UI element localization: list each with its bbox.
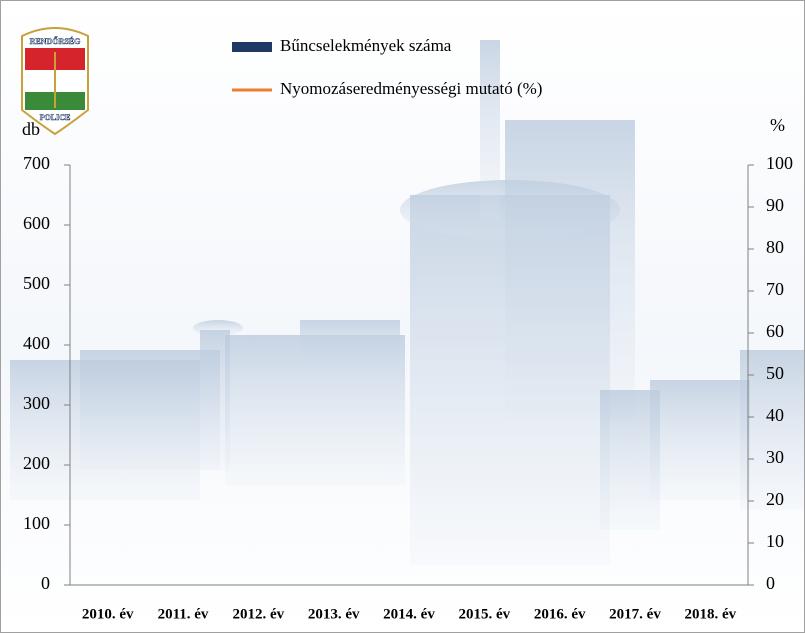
y2-axis-label: %	[770, 115, 785, 135]
y2-tick-label: 90	[766, 195, 784, 215]
y-tick-label: 400	[23, 333, 50, 353]
x-tick-label: 2014. év	[383, 606, 435, 622]
y2-tick-label: 50	[766, 363, 784, 383]
x-tick-label: 2013. év	[308, 606, 360, 622]
y2-tick-label: 20	[766, 489, 784, 509]
logo-bottom: POLICE	[40, 113, 71, 122]
y2-tick-label: 70	[766, 279, 784, 299]
y2-tick-label: 0	[766, 573, 775, 593]
x-tick-label: 2011. év	[158, 606, 209, 622]
legend-swatch	[232, 42, 272, 52]
y-tick-label: 500	[23, 273, 50, 293]
x-tick-label: 2016. év	[534, 606, 586, 622]
y-tick-label: 600	[23, 213, 50, 233]
legend-label: Nyomozáseredményességi mutató (%)	[280, 79, 542, 98]
y2-tick-label: 30	[766, 447, 784, 467]
y2-tick-label: 10	[766, 531, 784, 551]
y-axis-label: db	[22, 119, 40, 139]
x-tick-label: 2010. év	[82, 606, 134, 622]
y-tick-label: 200	[23, 453, 50, 473]
background-photo	[10, 40, 804, 565]
legend-label: Bűncselekmények száma	[280, 36, 452, 55]
x-tick-label: 2017. év	[609, 606, 661, 622]
y-tick-label: 300	[23, 393, 50, 413]
x-tick-label: 2018. év	[684, 606, 736, 622]
x-tick-label: 2015. év	[458, 606, 510, 622]
y2-tick-label: 100	[766, 153, 793, 173]
logo: RENDŐRSÉG POLICE	[21, 27, 89, 136]
y-tick-label: 0	[41, 573, 50, 593]
y2-tick-label: 60	[766, 321, 784, 341]
y-tick-label: 700	[23, 153, 50, 173]
logo-top: RENDŐRSÉG	[30, 36, 81, 46]
y2-tick-label: 80	[766, 237, 784, 257]
y-tick-label: 100	[23, 513, 50, 533]
x-tick-label: 2012. év	[232, 606, 284, 622]
y2-tick-label: 40	[766, 405, 784, 425]
